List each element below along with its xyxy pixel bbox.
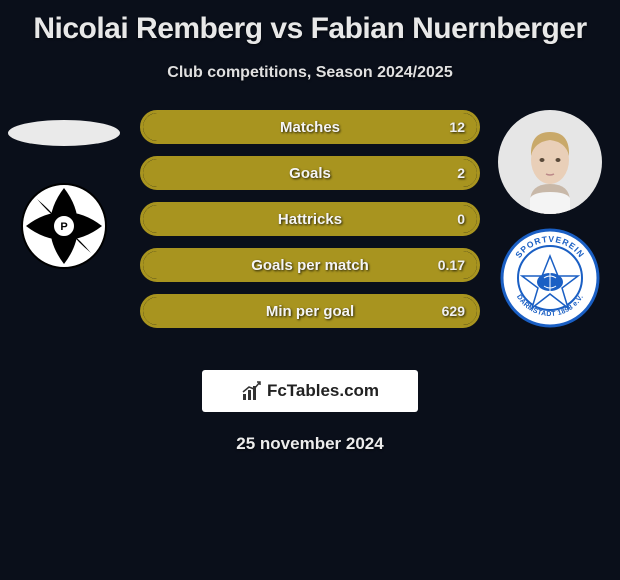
stat-bar-value: 2 [457,159,465,187]
club-badge-right: SPORTVEREIN DARMSTADT 1898 e.V. [500,228,600,328]
stat-bar: Goals2 [140,156,480,190]
stat-bar-label: Matches [143,113,477,141]
stat-bar: Matches12 [140,110,480,144]
stat-bar-label: Min per goal [143,297,477,325]
stat-bar: Goals per match0.17 [140,248,480,282]
date-label: 25 november 2024 [0,434,620,454]
stat-bar-value: 0 [457,205,465,233]
stat-bar-label: Goals [143,159,477,187]
stat-bar-value: 0.17 [438,251,465,279]
right-column: SPORTVEREIN DARMSTADT 1898 e.V. [490,110,610,328]
stat-bar-value: 629 [442,297,465,325]
left-column: P [4,110,124,270]
stat-bars: Matches12 Goals2 Hattricks0 Goals per match… [140,110,480,340]
fctables-logo: FcTables.com [202,370,418,412]
stat-bar-label: Goals per match [143,251,477,279]
comparison-content: P SPORTVE [0,110,620,360]
stat-bar-value: 12 [449,113,465,141]
logo-text: FcTables.com [267,381,379,401]
subtitle: Club competitions, Season 2024/2025 [0,64,620,82]
stat-bar: Min per goal629 [140,294,480,328]
stat-bar-label: Hattricks [143,205,477,233]
player-photo-right [498,110,602,214]
svg-text:P: P [60,221,67,233]
preussen-muenster-icon: P [20,182,108,270]
player-silhouette-icon [510,114,590,214]
club-badge-left: P [20,182,108,270]
stat-bar: Hattricks0 [140,202,480,236]
player-photo-left [8,120,120,146]
darmstadt-icon: SPORTVEREIN DARMSTADT 1898 e.V. [500,228,600,328]
page-title: Nicolai Remberg vs Fabian Nuernberger [0,0,620,46]
chart-icon [241,380,263,402]
